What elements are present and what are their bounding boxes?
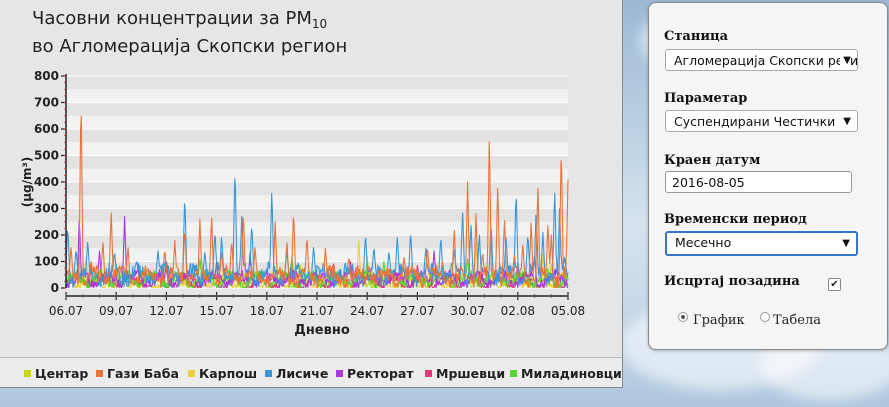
- x-tick-label: 18.07: [250, 304, 284, 318]
- plot-band: [66, 102, 568, 116]
- chart-title-subscript: 10: [312, 17, 327, 31]
- plot-band: [66, 221, 568, 235]
- y-tick-label: 700: [34, 96, 59, 110]
- background-label: Исцртај позадина: [664, 274, 800, 289]
- x-tick-label: 09.07: [99, 304, 133, 318]
- legend-swatch: [188, 370, 195, 377]
- legend-item-gazi-baba[interactable]: Гази Баба: [96, 366, 179, 381]
- plot-band: [66, 76, 568, 90]
- x-tick-labels: 06.07 09.07 12.07 15.07 18.07 21.07 24.07 27.07…: [49, 292, 585, 318]
- y-tick-label: 100: [34, 255, 59, 269]
- chart-title-line2: во Агломерација Скопски регион: [32, 36, 347, 57]
- y-tick-label: 0: [51, 281, 59, 295]
- x-tick-label: 12.07: [149, 304, 183, 318]
- series-line-1: [65, 115, 569, 289]
- x-tick-label: 05.08: [551, 304, 585, 318]
- dropdown-arrow-icon: ▼: [839, 233, 850, 254]
- legend-label: Ректорат: [347, 366, 414, 381]
- background-checkbox[interactable]: ✔: [828, 278, 841, 291]
- dropdown-arrow-icon: ▼: [840, 111, 851, 131]
- legend-swatch: [425, 370, 432, 377]
- station-label: Станица: [664, 29, 729, 44]
- legend-label: Миладиновци: [521, 366, 622, 381]
- grid-lines: [66, 75, 568, 289]
- legend-item-mrshevci[interactable]: Мршевци: [425, 366, 505, 381]
- y-tick-label: 600: [34, 122, 59, 136]
- chart-panel: Часовни концентрации за PM10 во Агломера…: [0, 0, 623, 388]
- period-select[interactable]: Месечно ▼: [665, 231, 858, 256]
- parameter-select-value: Суспендирани Честички: [674, 114, 836, 129]
- legend-item-rektorat[interactable]: Ректорат: [336, 366, 414, 381]
- plot-band: [66, 142, 568, 156]
- view-table-radio[interactable]: [760, 312, 770, 322]
- plot-band: [66, 195, 568, 209]
- legend-swatch: [24, 370, 31, 377]
- plot-band: [66, 89, 568, 103]
- legend-swatch: [336, 370, 343, 377]
- y-tick-label: 400: [34, 175, 59, 189]
- controls-panel: Станица Агломерација Скопски регион ▼ Па…: [648, 2, 888, 350]
- y-axis-label: (µg/m³): [20, 157, 34, 208]
- plot-band: [66, 155, 568, 169]
- y-tick-label: 800: [34, 69, 59, 83]
- period-label: Временски период: [664, 212, 807, 227]
- pm10-chart: Часовни концентрации за PM10 во Агломера…: [20, 8, 585, 338]
- view-graph-radio[interactable]: [678, 312, 688, 322]
- y-tick-label: 300: [34, 202, 59, 216]
- x-axis-label: Дневно: [294, 323, 350, 338]
- x-tick-label: 06.07: [49, 304, 83, 318]
- legend-label: Центар: [35, 366, 89, 381]
- x-tick-label: 24.07: [350, 304, 384, 318]
- parameter-label: Параметар: [664, 91, 748, 106]
- plot-band: [66, 235, 568, 249]
- plot-band: [66, 208, 568, 222]
- parameter-select[interactable]: Суспендирани Честички ▼: [665, 110, 858, 132]
- plot-band: [66, 182, 568, 196]
- plot-band: [66, 129, 568, 143]
- checkmark-icon: ✔: [830, 279, 839, 290]
- chart-legend: Центар Гази Баба Карпош Лисиче Ректорат …: [0, 357, 622, 387]
- x-tick-label: 21.07: [300, 304, 334, 318]
- legend-label: Карпош: [199, 366, 258, 381]
- legend-swatch: [265, 370, 272, 377]
- series-layer: [65, 115, 569, 289]
- x-tick-label: 27.07: [400, 304, 434, 318]
- view-graph-label[interactable]: График: [693, 313, 745, 328]
- x-tick-label: 02.08: [501, 304, 535, 318]
- station-select-value: Агломерација Скопски регион: [674, 53, 858, 68]
- x-tick-label: 15.07: [199, 304, 233, 318]
- legend-label: Лисиче: [276, 366, 329, 381]
- legend-swatch: [96, 370, 103, 377]
- legend-item-lisice[interactable]: Лисиче: [265, 366, 328, 381]
- y-tick-labels: 0 100 200 300 400 500 600 700 800: [34, 69, 66, 295]
- legend-swatch: [510, 370, 517, 377]
- legend-label: Мршевци: [436, 366, 506, 381]
- x-tick-label: 30.07: [450, 304, 484, 318]
- view-table-label[interactable]: Табела: [773, 313, 821, 328]
- plot-background: [66, 76, 568, 288]
- legend-label: Гази Баба: [107, 366, 179, 381]
- plot-band: [66, 168, 568, 182]
- legend-item-miladinovci[interactable]: Миладиновци: [510, 366, 622, 381]
- dropdown-arrow-icon: ▼: [840, 50, 851, 70]
- period-select-value: Месечно: [675, 235, 732, 250]
- y-tick-label: 500: [34, 149, 59, 163]
- end-date-input[interactable]: 2016-08-05: [665, 171, 852, 193]
- y-tick-label: 200: [34, 228, 59, 242]
- legend-item-centar[interactable]: Центар: [24, 366, 88, 381]
- plot-band: [66, 115, 568, 129]
- chart-title-line1: Часовни концентрации за PM10: [32, 8, 327, 31]
- station-select[interactable]: Агломерација Скопски регион ▼: [665, 49, 858, 71]
- end-date-label: Краен датум: [664, 153, 761, 168]
- legend-item-karposh[interactable]: Карпош: [188, 366, 257, 381]
